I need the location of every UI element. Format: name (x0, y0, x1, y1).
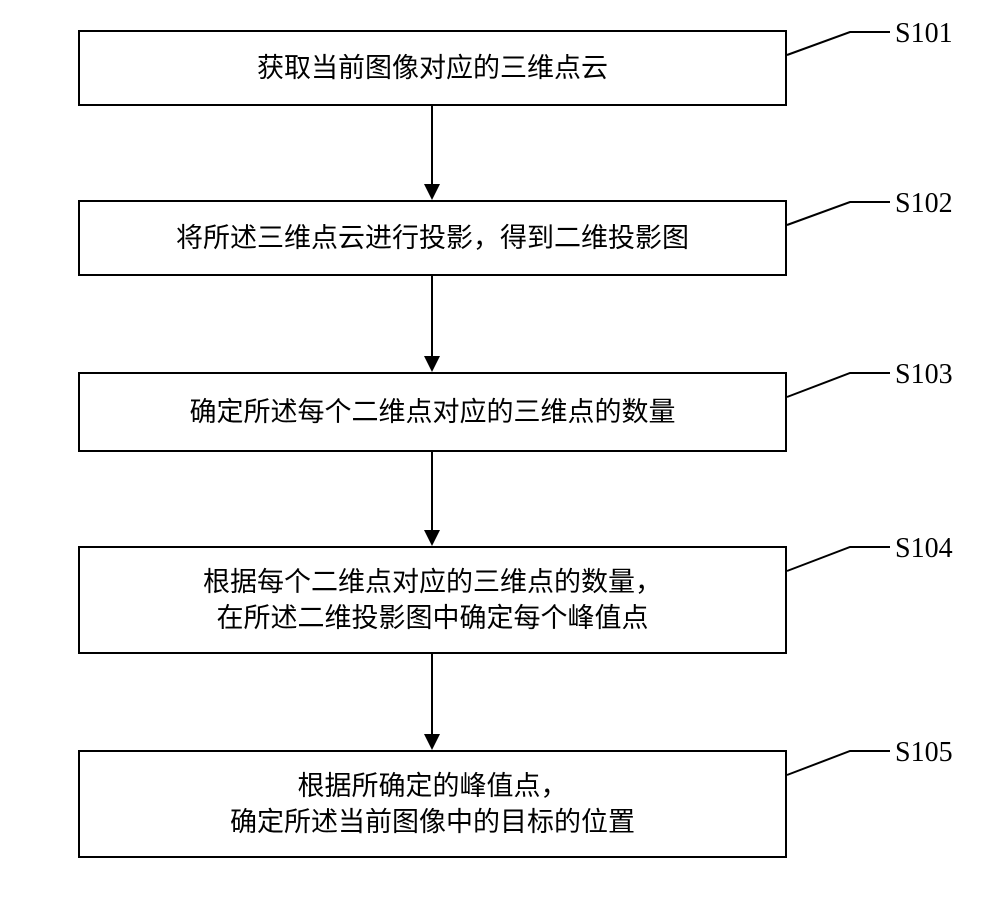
step-label-s102: S102 (895, 188, 953, 220)
flow-node-text: 根据所确定的峰值点， 确定所述当前图像中的目标的位置 (230, 768, 635, 841)
flow-node-s102: 将所述三维点云进行投影，得到二维投影图 (78, 200, 787, 276)
step-label-s103: S103 (895, 359, 953, 391)
flow-node-text: 将所述三维点云进行投影，得到二维投影图 (176, 220, 689, 256)
step-label-s105: S105 (895, 737, 953, 769)
flow-node-text: 获取当前图像对应的三维点云 (257, 50, 608, 86)
flow-node-s103: 确定所述每个二维点对应的三维点的数量 (78, 372, 787, 452)
flow-node-text: 确定所述每个二维点对应的三维点的数量 (190, 394, 676, 430)
flow-node-text: 根据每个二维点对应的三维点的数量， 在所述二维投影图中确定每个峰值点 (203, 564, 662, 637)
step-label-s101: S101 (895, 18, 953, 50)
flow-node-s104: 根据每个二维点对应的三维点的数量， 在所述二维投影图中确定每个峰值点 (78, 546, 787, 654)
flow-node-s101: 获取当前图像对应的三维点云 (78, 30, 787, 106)
flow-node-s105: 根据所确定的峰值点， 确定所述当前图像中的目标的位置 (78, 750, 787, 858)
flowchart-canvas: 获取当前图像对应的三维点云 将所述三维点云进行投影，得到二维投影图 确定所述每个… (0, 0, 1000, 901)
step-label-s104: S104 (895, 533, 953, 565)
